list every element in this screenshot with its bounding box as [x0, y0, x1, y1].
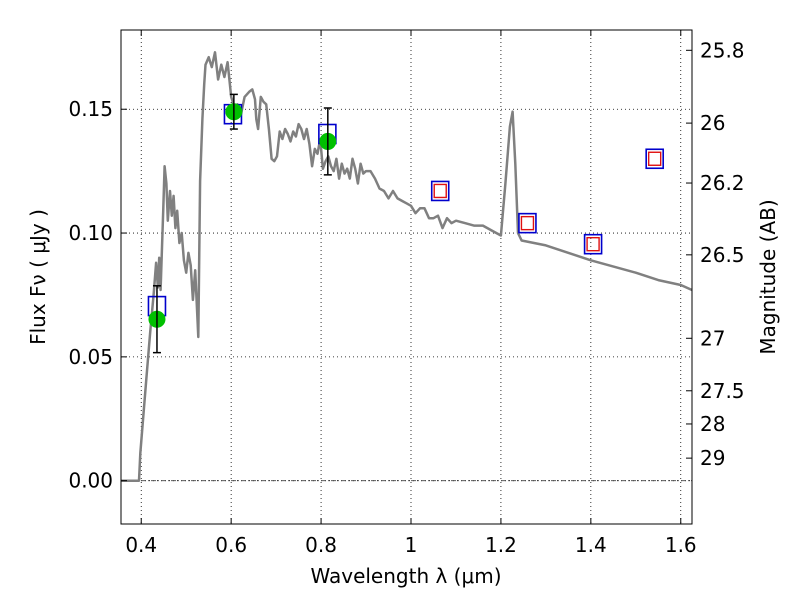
x-tick-label-2: 0.8	[305, 533, 337, 557]
y-tick-label-2: 0.10	[68, 221, 113, 245]
right-tick-label-5: 27.5	[700, 379, 745, 403]
x-tick-label-5: 1.4	[575, 533, 607, 557]
axis-ticks	[121, 30, 692, 524]
right-tick-label-3: 26.5	[700, 243, 745, 267]
right-tick-label-0: 25.8	[700, 38, 745, 62]
model-band-flux-square-3	[430, 180, 450, 202]
spectrum-line	[121, 51, 693, 482]
photometry-markers	[147, 93, 664, 354]
model-spectrum-series	[121, 51, 693, 482]
right-tick-label-4: 27	[700, 326, 725, 350]
right-tick-label-6: 28	[700, 412, 725, 436]
x-tick-label-4: 1.2	[485, 533, 517, 557]
y-tick-label-1: 0.05	[68, 345, 113, 369]
model-band-flux-square-4	[518, 212, 537, 234]
x-tick-label-0: 0.4	[125, 533, 157, 557]
tick-labels: 0.4 0.6 0.8 1 1.2 1.4 1.6 0.00 0.05 0.10 0.15 25.8 2…	[68, 38, 744, 557]
right-tick-label-1: 26	[700, 111, 725, 135]
upper-limit-square-3	[647, 151, 662, 166]
upper-limit-square-0	[433, 183, 447, 199]
right-tick-label-7: 29	[700, 446, 725, 470]
x-tick-label-6: 1.6	[665, 533, 697, 557]
grid-lines	[121, 30, 692, 524]
y-tick-label-3: 0.15	[68, 97, 113, 121]
upper-limit-square-2	[586, 236, 600, 252]
model-band-flux-square-5	[583, 233, 603, 255]
plot-frame	[120, 29, 693, 525]
x-axis-label: Wavelength λ (μm)	[310, 564, 501, 588]
right-tick-label-2: 26.2	[700, 171, 745, 195]
y-tick-label-0: 0.00	[68, 469, 113, 493]
model-band-flux-square-6	[645, 148, 664, 170]
right-axis-label: Magnitude (AB)	[756, 199, 780, 354]
upper-limit-square-1	[520, 215, 535, 231]
x-tick-label-1: 0.6	[215, 533, 247, 557]
y-axis-label: Flux Fν ( μJy )	[26, 209, 50, 345]
x-tick-label-3: 1	[405, 533, 418, 557]
